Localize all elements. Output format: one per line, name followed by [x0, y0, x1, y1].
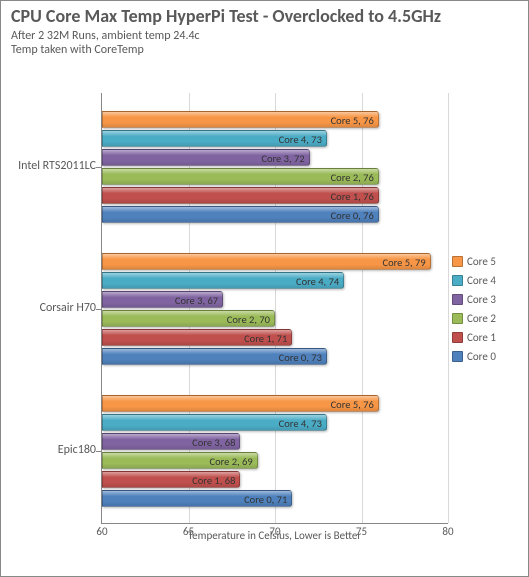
bar-core0: Core 0, 73	[102, 348, 327, 365]
bar-label: Core 5, 76	[331, 396, 374, 413]
chart-title-line1: CPU Core Max Temp HyperPi Test - Overclo…	[11, 7, 518, 27]
bar-label: Core 4, 73	[279, 415, 322, 432]
legend-swatch	[452, 351, 463, 362]
bar-core3: Core 3, 72	[102, 149, 310, 166]
legend-swatch	[452, 275, 463, 286]
gridline	[362, 93, 363, 523]
bar-core4: Core 4, 74	[102, 272, 344, 289]
bar-label: Core 5, 79	[382, 254, 425, 271]
gridline	[448, 93, 449, 523]
bar-label: Core 4, 73	[279, 131, 322, 148]
bar-core4: Core 4, 73	[102, 414, 327, 431]
plot-area: 6065707580Core 5, 76Core 4, 73Core 3, 72…	[101, 93, 448, 524]
legend-item-core2: Core 2	[452, 312, 514, 325]
legend-label: Core 4	[467, 274, 496, 287]
y-category-label: Epic180	[11, 437, 96, 465]
bar-label: Core 3, 67	[175, 292, 218, 309]
legend-label: Core 0	[467, 350, 496, 363]
y-category-labels: Intel RTS2011LC Corsair H70 Epic180	[11, 93, 96, 524]
legend: Core 5 Core 4 Core 3 Core 2 Core 1 Core 0	[452, 93, 514, 524]
chart-title-line2: After 2 32M Runs, ambient temp 24.4c	[11, 29, 518, 43]
legend-item-core5: Core 5	[452, 255, 514, 268]
y-tick	[96, 309, 101, 310]
bar-label: Core 0, 76	[331, 207, 374, 224]
bar-label: Core 3, 72	[261, 150, 304, 167]
bar-label: Core 2, 69	[209, 453, 252, 470]
bar-core3: Core 3, 67	[102, 291, 223, 308]
bar-core1: Core 1, 71	[102, 329, 292, 346]
bar-core4: Core 4, 73	[102, 130, 327, 147]
y-tick	[96, 451, 101, 452]
bar-label: Core 5, 76	[331, 112, 374, 129]
bar-core5: Core 5, 76	[102, 395, 379, 412]
chart-container: CPU Core Max Temp HyperPi Test - Overclo…	[0, 0, 529, 577]
bar-label: Core 1, 71	[244, 330, 287, 347]
legend-label: Core 2	[467, 312, 496, 325]
legend-swatch	[452, 313, 463, 324]
y-category-label: Corsair H70	[11, 295, 96, 323]
legend-item-core4: Core 4	[452, 274, 514, 287]
y-category-label: Intel RTS2011LC	[11, 153, 96, 181]
bar-label: Core 1, 76	[331, 188, 374, 205]
bar-core1: Core 1, 68	[102, 471, 240, 488]
bar-label: Core 3, 68	[192, 434, 235, 451]
legend-swatch	[452, 256, 463, 267]
bar-core2: Core 2, 70	[102, 310, 275, 327]
y-tick	[96, 167, 101, 168]
legend-label: Core 1	[467, 331, 496, 344]
bar-label: Core 4, 74	[296, 273, 339, 290]
bar-core1: Core 1, 76	[102, 187, 379, 204]
legend-item-core1: Core 1	[452, 331, 514, 344]
bar-core0: Core 0, 71	[102, 490, 292, 507]
bar-label: Core 0, 71	[244, 491, 287, 508]
bar-label: Core 2, 70	[227, 311, 270, 328]
bar-label: Core 1, 68	[192, 472, 235, 489]
plot-wrap: Intel RTS2011LCCorsair H70Epic180 606570…	[11, 93, 518, 546]
legend-label: Core 5	[467, 255, 496, 268]
legend-item-core3: Core 3	[452, 293, 514, 306]
bar-core5: Core 5, 76	[102, 111, 379, 128]
bar-core5: Core 5, 79	[102, 253, 431, 270]
x-axis-title: Temperature in Celsius, Lower is Better	[101, 529, 448, 542]
legend-label: Core 3	[467, 293, 496, 306]
legend-item-core0: Core 0	[452, 350, 514, 363]
legend-swatch	[452, 332, 463, 343]
bar-label: Core 0, 73	[279, 349, 322, 366]
title-block: CPU Core Max Temp HyperPi Test - Overclo…	[1, 1, 528, 59]
bar-core2: Core 2, 76	[102, 168, 379, 185]
legend-swatch	[452, 294, 463, 305]
bar-label: Core 2, 76	[331, 169, 374, 186]
bar-core0: Core 0, 76	[102, 206, 379, 223]
bar-core2: Core 2, 69	[102, 452, 258, 469]
bar-core3: Core 3, 68	[102, 433, 240, 450]
chart-title-line3: Temp taken with CoreTemp	[11, 43, 518, 57]
